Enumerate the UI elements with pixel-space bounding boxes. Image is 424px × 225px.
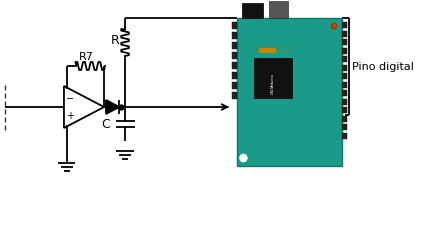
Text: R: R <box>111 34 120 47</box>
Bar <box>342 81 346 88</box>
Text: C: C <box>102 117 110 130</box>
Bar <box>342 90 346 96</box>
Text: R7: R7 <box>78 52 93 62</box>
Bar <box>342 99 346 104</box>
Bar <box>342 65 346 70</box>
Bar <box>269 1 288 18</box>
Circle shape <box>331 23 337 29</box>
Bar <box>342 107 346 113</box>
Bar <box>342 115 346 122</box>
Text: Arduino: Arduino <box>271 73 275 87</box>
Bar <box>342 124 346 130</box>
Bar <box>342 31 346 36</box>
Text: +: + <box>66 111 74 121</box>
Bar <box>232 92 237 99</box>
Bar <box>232 22 237 29</box>
Bar <box>232 52 237 59</box>
Text: Pino digital: Pino digital <box>352 61 414 72</box>
Bar <box>232 42 237 49</box>
Bar <box>342 22 346 28</box>
Bar <box>342 73 346 79</box>
Bar <box>342 133 346 139</box>
Bar <box>342 47 346 54</box>
Text: −: − <box>66 94 74 104</box>
Circle shape <box>240 154 247 162</box>
Text: UNO: UNO <box>271 86 275 94</box>
Bar <box>232 82 237 89</box>
Bar <box>232 62 237 69</box>
Bar <box>254 58 292 98</box>
Bar <box>232 72 237 79</box>
Bar <box>342 56 346 62</box>
Bar <box>237 18 342 166</box>
Polygon shape <box>106 100 119 114</box>
Bar <box>342 39 346 45</box>
Bar <box>232 32 237 39</box>
Bar <box>243 3 263 18</box>
